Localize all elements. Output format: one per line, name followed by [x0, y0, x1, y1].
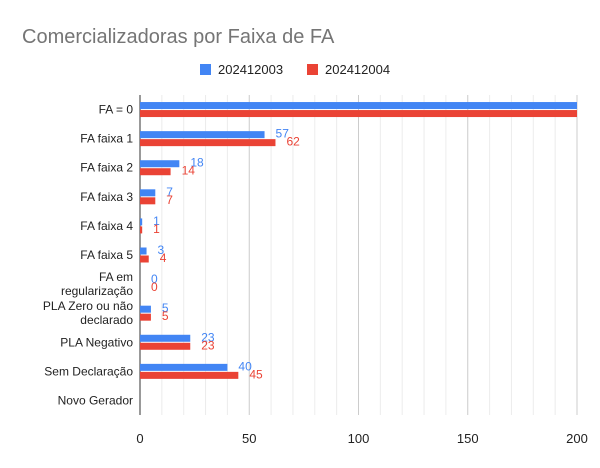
data-label-1: 5	[162, 301, 169, 315]
bar-2	[140, 197, 156, 205]
bar-1	[140, 247, 147, 255]
category-label: PLA Zero ou não declarado	[43, 299, 133, 327]
bar-1	[140, 102, 577, 110]
legend: 202412003 202412004	[200, 62, 390, 77]
category-label: FA faixa 3	[80, 190, 133, 204]
data-label-2: 4	[160, 251, 167, 265]
x-axis-ticks: 0 50 100 150 200	[136, 431, 587, 446]
category-label: FA faixa 4	[80, 219, 133, 233]
chart-title: Comercializadoras por Faixa de FA	[22, 26, 335, 48]
legend-label-1: 202412003	[218, 62, 283, 77]
data-label-1: 1	[153, 214, 160, 228]
data-label-2: 0	[151, 280, 158, 294]
category-label: Novo Gerador	[58, 393, 133, 407]
data-label-1: 3	[158, 243, 165, 257]
data-label-2: 23	[201, 338, 215, 352]
data-label-2: 1	[153, 222, 160, 236]
x-tick-label: 200	[566, 431, 588, 446]
category-label: PLA Negativo	[60, 335, 133, 349]
bar-1	[140, 189, 156, 197]
data-label-2: 45	[249, 367, 263, 381]
data-label-2: 62	[286, 135, 300, 149]
data-label-2: 5	[162, 309, 169, 323]
data-label-1: 7	[166, 185, 173, 199]
category-label: FA faixa 1	[80, 132, 133, 146]
data-label-1: 0	[151, 272, 158, 286]
x-tick-label: 100	[348, 431, 370, 446]
category-label: Sem Declaração	[44, 364, 133, 378]
data-label-2: 7	[166, 193, 173, 207]
category-label: FA em regularização	[61, 270, 133, 298]
bar-2	[140, 255, 149, 263]
bar-1	[140, 218, 143, 226]
bar-2	[140, 342, 191, 350]
data-label-1: 23	[201, 330, 215, 344]
x-tick-label: 50	[242, 431, 256, 446]
bar-1	[140, 160, 180, 168]
category-label: FA faixa 5	[80, 248, 133, 262]
bar-2	[140, 371, 239, 379]
bar-2	[140, 168, 171, 176]
bar-1	[140, 305, 151, 313]
category-labels: FA = 0 FA faixa 1 FA faixa 2 FA faixa 3 FA f…	[43, 103, 133, 408]
data-label-1: 40	[238, 359, 252, 373]
x-tick-label: 150	[457, 431, 479, 446]
bar-1	[140, 334, 191, 342]
data-label-2: 14	[182, 164, 196, 178]
legend-label-2: 202412004	[325, 62, 390, 77]
bar-1	[140, 131, 265, 139]
bar-2	[140, 226, 143, 234]
data-label-1: 18	[190, 156, 204, 170]
legend-swatch-1	[200, 64, 211, 75]
bar-2	[140, 139, 276, 147]
category-label: FA faixa 2	[80, 161, 133, 175]
bar-1	[140, 363, 228, 371]
bar-2	[140, 313, 151, 321]
bars	[140, 102, 577, 379]
data-label-1: 57	[276, 127, 290, 141]
x-tick-label: 0	[136, 431, 143, 446]
legend-swatch-2	[307, 64, 318, 75]
category-label: FA = 0	[99, 103, 134, 117]
bar-2	[140, 110, 577, 118]
gridlines	[139, 95, 578, 415]
